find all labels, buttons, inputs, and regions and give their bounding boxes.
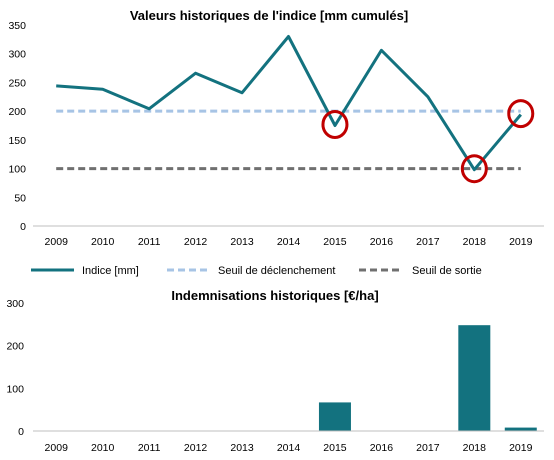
- line-y-tick-label: 350: [8, 20, 26, 32]
- line-x-tick-label: 2016: [370, 236, 394, 248]
- bar-x-tick-label: 2015: [323, 442, 347, 454]
- line-y-tick-label: 150: [8, 135, 26, 147]
- line-y-tick-label: 250: [8, 77, 26, 89]
- line-x-tick-label: 2013: [230, 236, 254, 248]
- highlight-circle: [321, 110, 349, 139]
- line-x-tick-label: 2014: [277, 236, 301, 248]
- line-chart-series: [56, 35, 522, 172]
- bar-x-tick-label: 2013: [230, 442, 254, 454]
- bar-y-tick-label: 200: [6, 341, 24, 353]
- legend-label-indice: Indice [mm]: [82, 265, 139, 277]
- line-x-tick-label: 2012: [184, 236, 208, 248]
- bar-x-tick-label: 2017: [416, 442, 440, 454]
- legend-label-seuil-sortie: Seuil de sortie: [412, 265, 482, 277]
- bar-2019: [504, 427, 537, 431]
- line-x-tick-label: 2009: [45, 236, 69, 248]
- bar-chart-y-axis: 0 100 200 300: [6, 298, 24, 438]
- bar-x-tick-label: 2009: [45, 442, 69, 454]
- bar-x-tick-label: 2012: [184, 442, 208, 454]
- line-y-tick-label: 200: [8, 106, 26, 118]
- bar-x-tick-label: 2010: [91, 442, 115, 454]
- line-x-tick-label: 2018: [463, 236, 487, 248]
- line-chart-legend: Indice [mm] Seuil de déclenchement Seuil…: [31, 265, 482, 277]
- line-y-tick-label: 100: [8, 164, 26, 176]
- line-chart-y-axis: 0 50 100 150 200 250 300 350: [8, 20, 26, 233]
- bar-y-tick-label: 100: [6, 383, 24, 395]
- bar-y-tick-label: 300: [6, 298, 24, 310]
- line-x-tick-label: 2015: [323, 236, 347, 248]
- line-x-tick-label: 2017: [416, 236, 440, 248]
- bar-chart-x-axis: 2009 2010 2011 2012 2013 2014 2015 2016 2017 2018…: [45, 442, 533, 454]
- line-y-tick-label: 0: [20, 221, 26, 233]
- bar-2015: [318, 402, 351, 431]
- highlight-circle: [460, 154, 488, 184]
- line-x-tick-label: 2019: [509, 236, 533, 248]
- bar-chart-title: Indemnisations historiques [€/ha]: [171, 288, 378, 303]
- line-chart-highlights: [321, 99, 535, 184]
- line-x-tick-label: 2010: [91, 236, 115, 248]
- highlight-circle: [507, 99, 535, 129]
- bar-y-tick-label: 0: [18, 426, 24, 438]
- series-line-0: [56, 35, 522, 172]
- bar-chart-bars: [318, 325, 537, 431]
- line-x-tick-label: 2011: [138, 236, 161, 248]
- bar-x-tick-label: 2016: [370, 442, 394, 454]
- line-chart-title: Valeurs historiques de l'indice [mm cumu…: [130, 8, 408, 23]
- bar-x-tick-label: 2011: [138, 442, 161, 454]
- bar-x-tick-label: 2019: [509, 442, 533, 454]
- bar-2018: [458, 325, 491, 431]
- legend-label-seuil-declenchement: Seuil de déclenchement: [218, 265, 335, 277]
- bar-x-tick-label: 2018: [463, 442, 487, 454]
- bar-x-tick-label: 2014: [277, 442, 301, 454]
- line-y-tick-label: 50: [14, 192, 26, 204]
- line-chart-x-axis: 2009 2010 2011 2012 2013 2014 2015 2016 2017 2018…: [45, 236, 533, 248]
- line-y-tick-label: 300: [8, 49, 26, 61]
